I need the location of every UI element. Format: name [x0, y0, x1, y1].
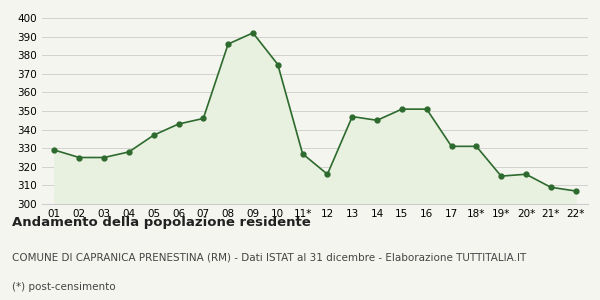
Text: Andamento della popolazione residente: Andamento della popolazione residente — [12, 216, 311, 229]
Text: (*) post-censimento: (*) post-censimento — [12, 282, 116, 292]
Text: COMUNE DI CAPRANICA PRENESTINA (RM) - Dati ISTAT al 31 dicembre - Elaborazione T: COMUNE DI CAPRANICA PRENESTINA (RM) - Da… — [12, 252, 526, 262]
